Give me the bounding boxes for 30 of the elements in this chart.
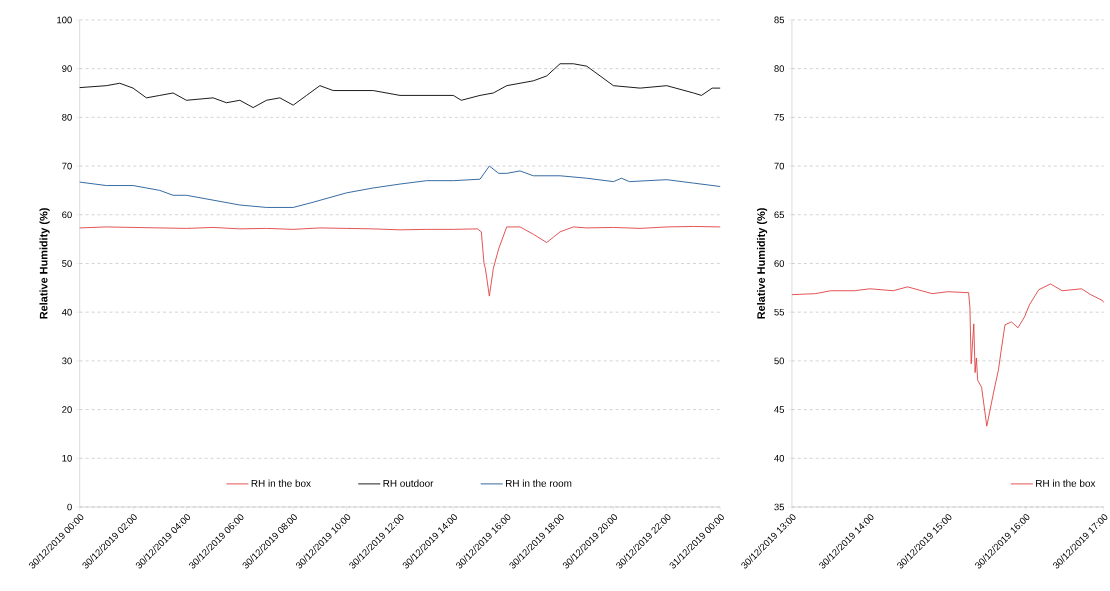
y-tick-label: 90	[62, 65, 72, 73]
line-series	[79, 226, 721, 297]
y-tick-label: 50	[62, 260, 72, 267]
y-tick-label: 60	[774, 260, 785, 267]
y-tick-label: 85	[774, 16, 785, 24]
y-tick-label: 100	[57, 16, 72, 24]
y-tick-label: 40	[774, 455, 785, 462]
y-tick-label: 80	[62, 114, 72, 121]
y-tick-label: 0	[67, 503, 72, 511]
y-tick-label: 50	[774, 357, 785, 365]
y-tick-label: 70	[774, 162, 785, 170]
y-tick-label: 80	[774, 65, 785, 73]
y-tick-label: 20	[62, 406, 72, 414]
y-tick-label: 70	[62, 162, 72, 170]
y-axis-title: Relative Humidity (%)	[39, 208, 50, 319]
y-tick-label: 40	[61, 308, 72, 316]
y-tick-label: 60	[62, 211, 72, 219]
line-series	[791, 283, 1105, 427]
y-tick-label: 55	[774, 309, 785, 316]
y-tick-label: 65	[774, 211, 785, 219]
y-tick-label: 45	[774, 406, 785, 414]
y-tick-label: 75	[774, 114, 785, 121]
legend-label: RH in the box	[251, 479, 311, 487]
legend-label: RH in the room	[505, 479, 572, 487]
y-tick-label: 10	[62, 455, 72, 462]
y-tick-label: 30	[62, 357, 72, 365]
y-axis-title: Relative Humidity (%)	[756, 208, 768, 319]
legend-label: RH outdoor	[383, 479, 434, 487]
legend-label: RH in the box	[1036, 479, 1096, 487]
y-tick-label: 35	[774, 503, 785, 511]
